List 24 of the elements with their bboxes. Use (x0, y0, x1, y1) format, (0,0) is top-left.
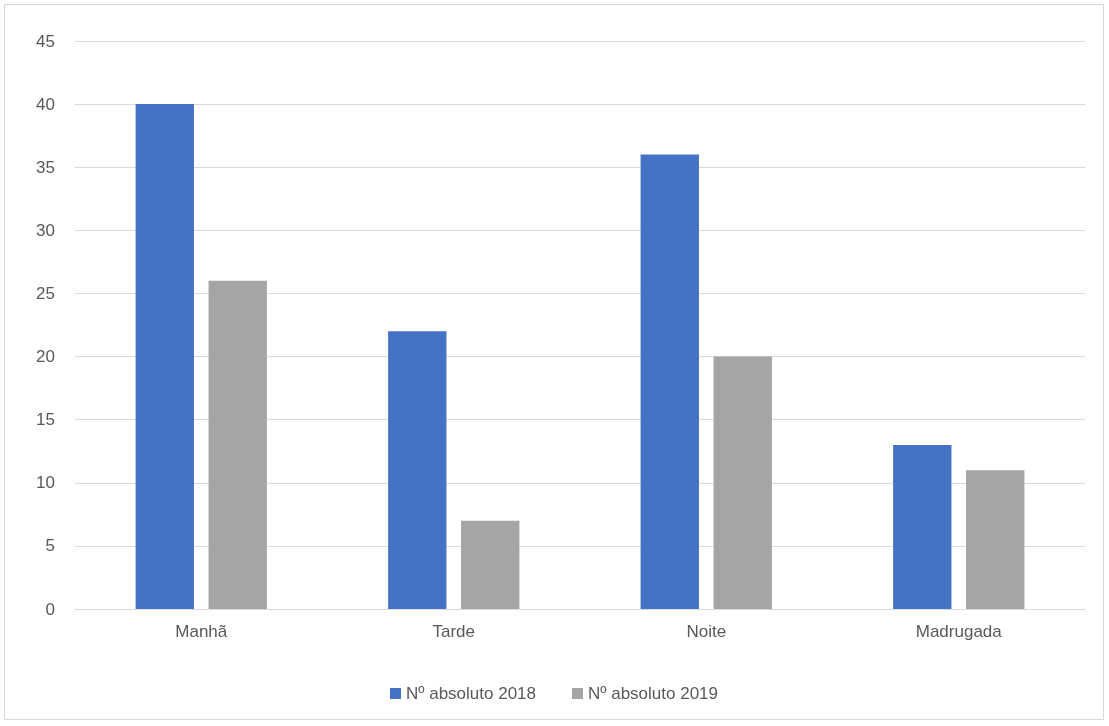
x-tick-label: Manhã (175, 622, 228, 641)
y-tick-label: 15 (36, 410, 55, 430)
x-tick-label: Tarde (432, 622, 476, 641)
y-tick-label: 0 (45, 599, 55, 619)
bar (461, 520, 520, 609)
y-tick-label: 5 (45, 536, 55, 556)
y-tick-label: 25 (36, 283, 55, 303)
bar (135, 104, 194, 609)
legend-label: Nº absoluto 2018 (405, 684, 537, 703)
bar (388, 331, 447, 609)
y-tick-label: 30 (36, 220, 55, 240)
bar (893, 444, 952, 609)
y-tick-label: 20 (36, 347, 55, 367)
bar (966, 470, 1025, 609)
x-tick-label: Noite (686, 622, 727, 641)
bar (713, 356, 772, 609)
y-tick-label: 45 (36, 31, 55, 51)
bar (208, 280, 267, 609)
y-tick-label: 35 (36, 157, 55, 177)
bar (640, 154, 699, 609)
legend-label: Nº absoluto 2019 (588, 684, 719, 703)
x-tick-label: Madrugada (915, 622, 1003, 641)
y-tick-label: 10 (36, 473, 55, 493)
y-tick-label: 40 (36, 94, 55, 114)
